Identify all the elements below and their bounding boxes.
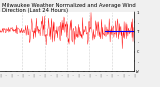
Text: Milwaukee Weather Normalized and Average Wind Direction (Last 24 Hours): Milwaukee Weather Normalized and Average… (2, 3, 135, 13)
